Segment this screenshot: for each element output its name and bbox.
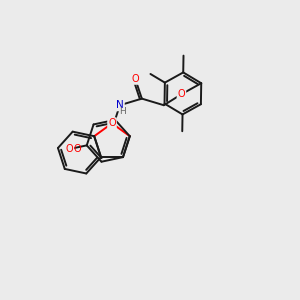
Text: H: H bbox=[119, 107, 126, 116]
Text: O: O bbox=[66, 144, 74, 154]
Text: N: N bbox=[116, 100, 124, 110]
Text: O: O bbox=[108, 118, 116, 128]
Text: O: O bbox=[178, 89, 185, 99]
Text: O: O bbox=[74, 144, 81, 154]
Text: O: O bbox=[131, 74, 139, 84]
